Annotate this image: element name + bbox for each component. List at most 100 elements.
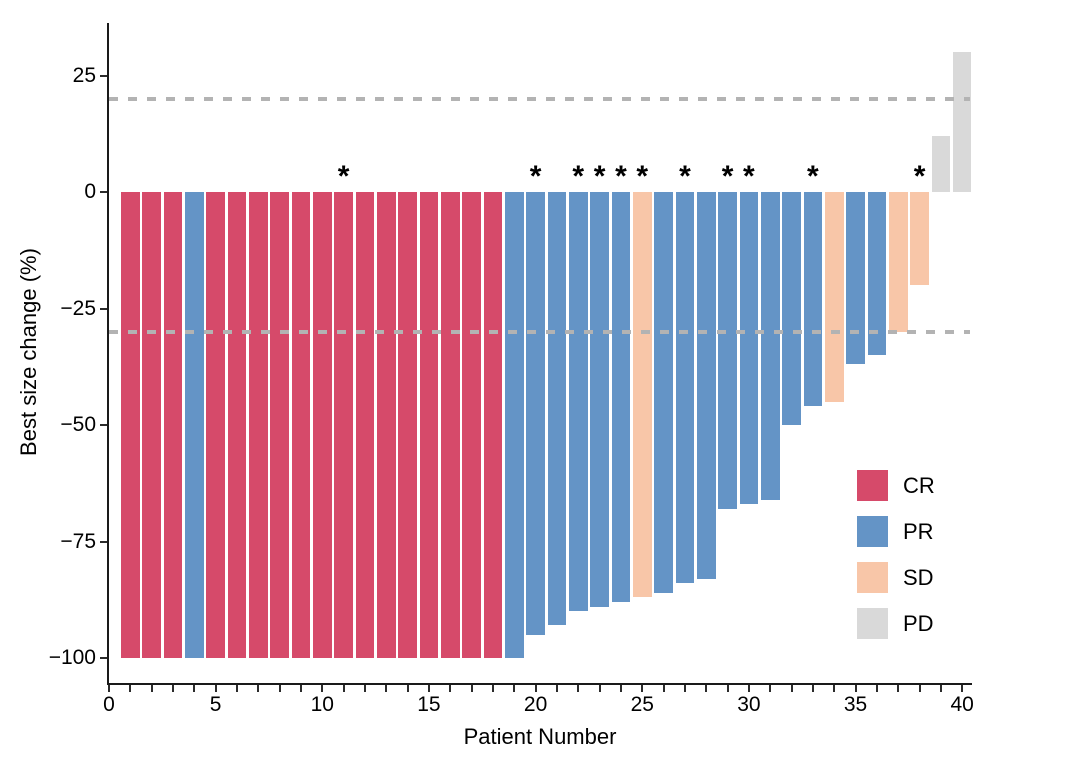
bar-patient-9-CR — [291, 192, 311, 658]
asterisk-patient-25: * — [636, 160, 649, 193]
y-tick--50 — [100, 424, 107, 426]
bar-patient-8-CR — [270, 192, 289, 658]
x-tick-37 — [897, 685, 900, 692]
x-tick-13 — [385, 685, 388, 692]
legend-swatch-SD — [857, 562, 888, 593]
x-tick-30 — [747, 685, 750, 692]
bar-patient-38-SD — [910, 192, 929, 286]
x-axis-line — [107, 683, 972, 685]
asterisk-patient-24: * — [615, 160, 627, 193]
bar-patient-15-CR — [419, 192, 439, 658]
x-tick-22 — [577, 685, 580, 692]
x-tick-39 — [939, 685, 942, 692]
x-axis-title: Patient Number — [463, 724, 617, 749]
x-tick-38 — [918, 685, 921, 692]
x-tick-5 — [214, 685, 217, 692]
x-tick-label-40: 40 — [950, 693, 974, 716]
bar-patient-10-CR — [313, 192, 332, 658]
x-tick-7 — [257, 685, 260, 692]
x-tick-19 — [513, 685, 516, 692]
x-tick-6 — [235, 685, 238, 692]
bar-patient-36-PR — [867, 192, 887, 356]
bar-patient-16-CR — [440, 192, 460, 658]
bar-patient-1-CR — [121, 192, 140, 658]
asterisk-patient-30: * — [743, 160, 755, 193]
x-tick-label-30: 30 — [737, 693, 761, 716]
y-tick-label--50: −50 — [60, 413, 96, 436]
x-tick-21 — [555, 685, 558, 692]
x-tick-35 — [854, 685, 857, 692]
x-tick-label-25: 25 — [630, 693, 654, 716]
legend-label-PD: PD — [903, 611, 934, 636]
x-tick-24 — [619, 685, 622, 692]
bar-patient-24-PR — [611, 192, 631, 603]
x-tick-18 — [491, 685, 494, 692]
x-tick-33 — [811, 685, 814, 692]
legend-swatch-CR — [857, 470, 888, 501]
asterisk-patient-23: * — [593, 160, 606, 193]
bar-patient-30-PR — [739, 192, 759, 505]
y-tick-label-0: 0 — [84, 180, 96, 203]
x-tick-14 — [406, 685, 409, 692]
bar-patient-22-PR — [568, 192, 588, 612]
x-tick-label-35: 35 — [843, 693, 868, 716]
y-tick-label--25: −25 — [60, 296, 96, 320]
x-tick-31 — [769, 685, 772, 692]
legend-label-SD: SD — [903, 565, 934, 590]
x-tick-15 — [427, 685, 430, 692]
x-tick-4 — [193, 685, 196, 692]
x-tick-1 — [129, 685, 132, 692]
bar-patient-20-PR — [526, 192, 545, 635]
x-tick-23 — [598, 685, 601, 692]
y-tick-0 — [100, 191, 107, 193]
x-tick-20 — [534, 685, 537, 692]
bar-patient-39-PD — [931, 136, 951, 192]
bar-patient-29-PR — [718, 192, 737, 509]
x-tick-26 — [662, 685, 665, 692]
x-tick-10 — [321, 685, 324, 692]
legend-label-PR: PR — [903, 519, 934, 544]
bar-patient-14-CR — [398, 192, 417, 658]
x-tick-8 — [278, 685, 281, 692]
asterisk-patient-27: * — [679, 160, 691, 193]
asterisk-patient-11: * — [337, 160, 350, 193]
bar-patient-25-SD — [632, 192, 652, 598]
x-tick-16 — [449, 685, 452, 692]
bar-patient-23-PR — [590, 192, 609, 607]
legend-swatch-PR — [857, 516, 888, 547]
x-tick-40 — [961, 685, 964, 692]
x-tick-label-0: 0 — [103, 693, 115, 716]
y-tick-25 — [100, 74, 107, 77]
y-tick--75 — [100, 540, 107, 543]
y-tick-label--100: −100 — [48, 646, 96, 669]
x-tick-2 — [150, 685, 153, 692]
bar-patient-3-CR — [163, 192, 183, 658]
bar-patient-2-CR — [142, 192, 161, 658]
x-tick-34 — [833, 685, 836, 692]
y-tick-label--75: −75 — [60, 529, 96, 553]
bar-patient-27-PR — [675, 192, 695, 584]
bar-patient-40-PD — [952, 52, 972, 192]
y-tick--100 — [100, 657, 107, 659]
y-tick--25 — [100, 307, 107, 310]
x-tick-label-10: 10 — [310, 693, 334, 716]
asterisk-patient-33: * — [807, 160, 819, 193]
x-tick-0 — [108, 685, 110, 692]
asterisk-patient-29: * — [721, 160, 734, 193]
asterisk-patient-20: * — [529, 160, 542, 193]
bar-patient-21-PR — [547, 192, 567, 626]
bar-patient-18-CR — [483, 192, 503, 658]
x-tick-27 — [683, 685, 686, 692]
reference-line-minus30 — [109, 330, 970, 334]
bar-patient-19-PR — [504, 192, 524, 658]
bar-patient-31-PR — [760, 192, 780, 500]
bar-patient-12-CR — [355, 192, 375, 658]
x-tick-12 — [363, 685, 366, 692]
reference-line-plus20 — [109, 97, 970, 101]
x-tick-label-15: 15 — [417, 693, 441, 716]
x-tick-17 — [470, 685, 473, 692]
x-tick-28 — [705, 685, 708, 692]
bar-patient-37-SD — [888, 192, 908, 332]
bar-patient-4-PR — [185, 192, 204, 658]
